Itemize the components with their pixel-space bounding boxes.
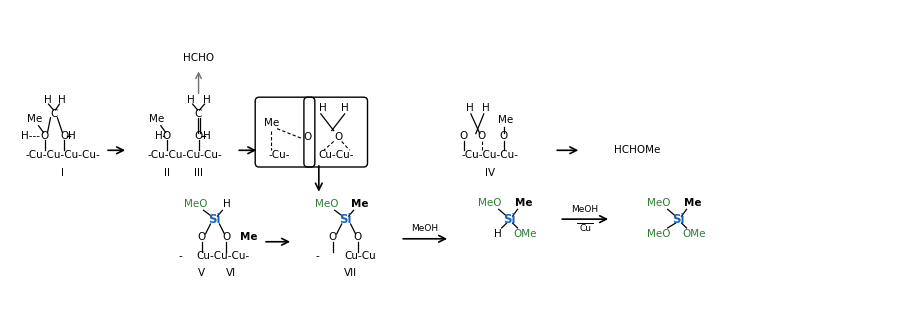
Text: -Cu-Cu-Cu-: -Cu-Cu-Cu- — [462, 150, 518, 160]
Text: O: O — [40, 131, 49, 141]
Text: Si: Si — [339, 213, 352, 226]
Text: O: O — [194, 131, 202, 141]
Text: O: O — [304, 132, 312, 141]
Text: H: H — [482, 103, 490, 113]
Text: MeOH: MeOH — [572, 205, 598, 214]
Text: Me: Me — [265, 118, 280, 128]
Text: Me: Me — [498, 115, 513, 125]
Text: OMe: OMe — [514, 229, 537, 239]
Text: H: H — [341, 103, 348, 113]
Text: H: H — [43, 95, 51, 105]
Text: Cu-Cu-: Cu-Cu- — [318, 150, 354, 160]
Text: Si: Si — [503, 213, 516, 226]
Text: H: H — [494, 229, 501, 239]
Text: VI: VI — [226, 268, 237, 278]
Text: H: H — [155, 131, 163, 141]
Text: MeO: MeO — [184, 199, 207, 209]
Text: O: O — [197, 232, 206, 242]
Text: VII: VII — [344, 268, 357, 278]
Text: Me: Me — [351, 199, 368, 209]
Text: Me: Me — [27, 114, 42, 124]
Text: O: O — [460, 131, 468, 141]
Text: H: H — [202, 95, 211, 105]
Text: -Cu-Cu-Cu-Cu-: -Cu-Cu-Cu-Cu- — [148, 150, 222, 160]
Text: H: H — [222, 199, 230, 209]
Text: H: H — [319, 103, 327, 113]
Text: Me: Me — [684, 198, 701, 208]
Text: C: C — [50, 109, 58, 119]
Text: Me: Me — [515, 198, 532, 208]
Text: Cu: Cu — [580, 224, 591, 233]
Text: H: H — [186, 95, 194, 105]
Text: -Cu-: -Cu- — [268, 150, 290, 160]
Text: -Cu-Cu-Cu-Cu-: -Cu-Cu-Cu-Cu- — [25, 150, 100, 160]
Text: Si: Si — [672, 213, 685, 226]
Text: Cu-Cu: Cu-Cu — [345, 252, 376, 262]
Text: O: O — [478, 131, 486, 141]
Text: C: C — [195, 109, 203, 119]
Text: -: - — [179, 252, 183, 262]
Text: I: I — [61, 168, 64, 178]
Text: O: O — [328, 232, 337, 242]
Text: Si: Si — [208, 213, 220, 226]
Text: O: O — [60, 131, 68, 141]
Text: MeO: MeO — [315, 199, 338, 209]
Text: O: O — [354, 232, 362, 242]
Text: IV: IV — [485, 168, 495, 178]
Text: Me: Me — [149, 114, 165, 124]
Text: HCHOMe: HCHOMe — [614, 145, 660, 155]
Text: MeO: MeO — [478, 198, 501, 208]
Text: O: O — [335, 132, 343, 141]
Text: O: O — [222, 232, 230, 242]
Text: OMe: OMe — [683, 229, 706, 239]
Text: H: H — [68, 131, 76, 141]
Text: MeOH: MeOH — [411, 224, 438, 233]
Text: H---: H--- — [21, 131, 40, 141]
Text: H: H — [466, 103, 473, 113]
Text: II: II — [164, 168, 170, 178]
Text: MeO: MeO — [647, 198, 670, 208]
Text: O: O — [163, 131, 171, 141]
Text: H: H — [58, 95, 66, 105]
Text: H: H — [202, 131, 211, 141]
Text: III: III — [194, 168, 203, 178]
Text: Cu-Cu-Cu-: Cu-Cu-Cu- — [197, 252, 250, 262]
Text: V: V — [198, 268, 205, 278]
Text: O: O — [500, 131, 508, 141]
Text: Me: Me — [239, 232, 257, 242]
Text: MeO: MeO — [647, 229, 670, 239]
Text: HCHO: HCHO — [183, 53, 214, 63]
Text: -: - — [316, 252, 320, 262]
